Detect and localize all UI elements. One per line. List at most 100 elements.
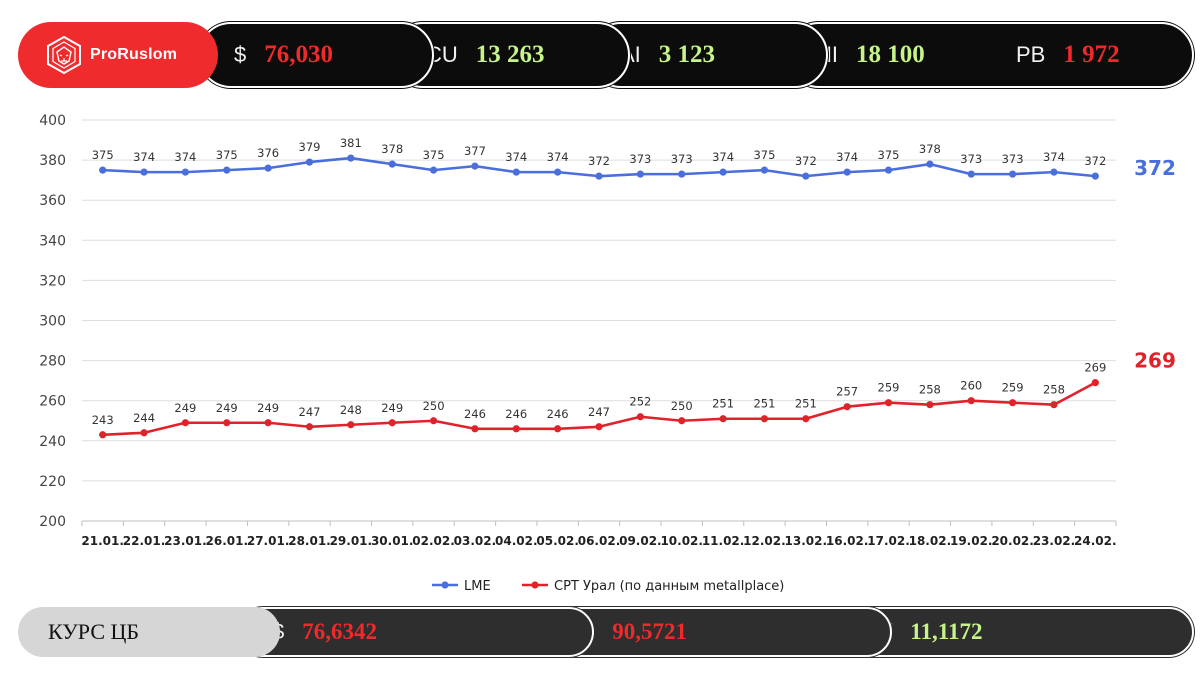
x-tick-label: 21.01. <box>81 534 124 548</box>
data-point <box>595 172 603 180</box>
data-label: 243 <box>92 413 114 427</box>
legend-label-0: LME <box>464 579 491 594</box>
rate-cny: ¥ 11,1172 <box>846 607 1194 657</box>
data-label: 247 <box>588 405 610 419</box>
data-point <box>1050 168 1058 176</box>
data-label: 374 <box>174 150 196 164</box>
rate-cny-value: 11,1172 <box>910 619 983 644</box>
dollar-symbol: $ <box>234 42 247 67</box>
data-label: 259 <box>1002 381 1024 395</box>
data-label: 374 <box>133 150 155 164</box>
y-tick-label: 360 <box>39 193 66 209</box>
x-tick-label: 27.01. <box>247 534 290 548</box>
data-label: 376 <box>257 146 279 160</box>
data-point <box>926 401 934 409</box>
chart-legend: LME СРТ Урал (по данным metallplace) <box>432 579 784 594</box>
data-point <box>884 399 893 407</box>
data-point <box>181 168 189 176</box>
data-point <box>884 166 893 174</box>
x-tick-label: 10.02. <box>660 534 703 548</box>
y-axis-ticks: 200 220 240 260 280 300 320 340 360 380 400 <box>39 113 66 530</box>
data-point <box>264 419 272 427</box>
data-label: 246 <box>505 407 527 421</box>
x-tick-label: 12.02. <box>743 534 786 548</box>
ticker-pb: PB 1 972 <box>1016 41 1120 69</box>
x-tick-label: 22.01. <box>123 534 166 548</box>
data-label: 375 <box>92 148 114 162</box>
data-point <box>347 421 355 429</box>
x-tick-label: 06.02. <box>578 534 621 548</box>
data-label: 373 <box>1002 152 1024 166</box>
x-tick-label: 18.02. <box>909 534 952 548</box>
data-label: 244 <box>133 411 155 425</box>
data-label: 246 <box>464 407 486 421</box>
data-point <box>99 431 107 439</box>
y-tick-label: 340 <box>39 233 66 249</box>
data-point <box>512 425 520 433</box>
data-label: 249 <box>381 401 403 415</box>
data-point <box>636 170 644 178</box>
usd-value: 76,030 <box>264 41 333 68</box>
x-tick-label: 28.01. <box>288 534 331 548</box>
data-point <box>967 170 975 178</box>
ni-value: 18 100 <box>856 41 925 68</box>
data-label: 248 <box>340 403 362 417</box>
x-tick-label: 17.02. <box>867 534 910 548</box>
data-point <box>843 168 851 176</box>
brand-logo[interactable]: ProRuslom <box>18 22 218 88</box>
end-labels: 372 269 <box>1134 156 1176 373</box>
data-label: 375 <box>753 148 775 162</box>
y-tick-label: 260 <box>39 394 66 410</box>
data-label: 250 <box>671 399 693 413</box>
price-chart: 200 220 240 260 280 300 320 340 360 380 400 21.01.… <box>39 113 1176 594</box>
data-label: 247 <box>299 405 321 419</box>
data-label: 377 <box>464 144 486 158</box>
data-label: 249 <box>216 401 238 415</box>
pb-label: PB <box>1016 42 1046 67</box>
data-label: 375 <box>216 148 238 162</box>
data-point <box>223 419 231 427</box>
x-tick-label: 20.02. <box>991 534 1034 548</box>
data-label: 246 <box>547 407 569 421</box>
ticker-bar: ProRuslom $ 76,030 CU 13 263 AI 3 123 NI… <box>18 22 1194 88</box>
data-label: 252 <box>629 395 651 409</box>
x-tick-label: 03.02. <box>454 534 497 548</box>
rate-eur-value: 90,5721 <box>612 619 687 644</box>
end-label-1: 269 <box>1134 349 1176 373</box>
data-point <box>1009 399 1017 407</box>
y-tick-label: 320 <box>39 273 66 289</box>
data-label: 257 <box>836 385 858 399</box>
data-label: 372 <box>588 154 610 168</box>
data-label: 374 <box>836 150 858 164</box>
x-tick-label: 16.02. <box>826 534 869 548</box>
data-point <box>140 168 148 176</box>
data-label: 251 <box>795 397 817 411</box>
cu-value: 13 263 <box>475 41 545 68</box>
data-point <box>1091 379 1099 387</box>
ticker-usd: $ 76,030 <box>198 22 434 88</box>
al-value: 3 123 <box>658 41 716 68</box>
data-label: 374 <box>1043 150 1065 164</box>
pb-value: 1 972 <box>1063 41 1120 68</box>
y-tick-label: 400 <box>39 113 66 129</box>
data-label: 258 <box>1043 383 1065 397</box>
data-label: 269 <box>1084 361 1106 375</box>
ticker-ni-pb: NI 18 100 PB 1 972 <box>786 22 1194 88</box>
data-label: 374 <box>505 150 527 164</box>
data-point <box>636 413 644 421</box>
data-label: 381 <box>340 136 362 150</box>
x-tick-label: 19.02. <box>950 534 993 548</box>
rates-title: КУРС ЦБ <box>48 619 140 644</box>
data-label: 374 <box>712 150 734 164</box>
y-tick-label: 200 <box>39 514 66 530</box>
grid-lines <box>82 119 1116 522</box>
data-point <box>388 419 396 427</box>
data-label: 259 <box>878 381 900 395</box>
data-point <box>388 160 396 168</box>
data-point <box>678 170 686 178</box>
legend-swatch-marker <box>531 581 539 589</box>
data-point <box>802 172 810 180</box>
brand-name: ProRuslom <box>90 46 178 63</box>
y-tick-label: 300 <box>39 314 66 330</box>
y-tick-label: 240 <box>39 434 66 450</box>
